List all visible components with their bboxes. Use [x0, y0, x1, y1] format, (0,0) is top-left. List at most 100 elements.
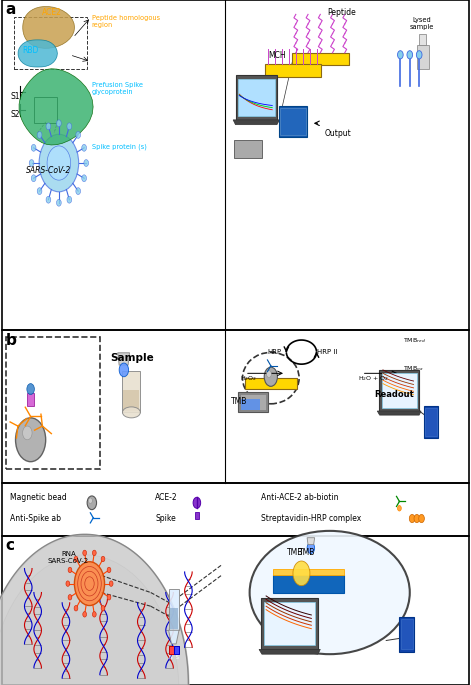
Bar: [273, 569, 344, 575]
Circle shape: [193, 497, 201, 508]
Bar: [27, 393, 34, 406]
Circle shape: [67, 197, 72, 203]
Bar: [169, 646, 174, 654]
Circle shape: [109, 581, 113, 586]
Circle shape: [74, 556, 78, 562]
Bar: [245, 378, 297, 389]
Text: Magnetic bead: Magnetic bead: [10, 493, 67, 502]
Bar: [195, 512, 199, 519]
Text: Sample: Sample: [111, 353, 154, 363]
Bar: [273, 575, 344, 593]
Circle shape: [68, 595, 72, 600]
Circle shape: [107, 595, 111, 600]
Bar: [14, 17, 87, 68]
Circle shape: [31, 175, 36, 182]
Text: TMB$_{red}$: TMB$_{red}$: [403, 336, 425, 345]
Bar: [238, 79, 275, 116]
Bar: [399, 616, 414, 652]
Circle shape: [267, 371, 271, 377]
Polygon shape: [169, 630, 179, 644]
Bar: [292, 53, 349, 65]
Circle shape: [67, 123, 72, 129]
Bar: [280, 108, 306, 135]
Circle shape: [92, 612, 96, 617]
Polygon shape: [307, 538, 315, 545]
Bar: [379, 370, 419, 411]
Circle shape: [57, 120, 61, 127]
Circle shape: [87, 496, 97, 510]
Circle shape: [76, 188, 81, 195]
Text: MCH: MCH: [268, 51, 286, 60]
Circle shape: [46, 197, 51, 203]
Text: b: b: [6, 333, 16, 348]
Text: Prefusion Spike
glycoprotein: Prefusion Spike glycoprotein: [92, 82, 143, 95]
Bar: [401, 619, 413, 649]
Bar: [240, 394, 266, 410]
Circle shape: [264, 367, 277, 386]
Bar: [238, 392, 268, 412]
Text: ACE-2: ACE-2: [155, 493, 178, 502]
Bar: [122, 371, 140, 412]
Text: a: a: [6, 2, 16, 17]
Text: S2: S2: [10, 110, 20, 119]
Circle shape: [89, 498, 92, 503]
Text: H$_2$O + O$_2$: H$_2$O + O$_2$: [358, 374, 389, 383]
Bar: [6, 337, 100, 469]
Text: S1: S1: [10, 92, 20, 101]
Bar: [241, 399, 260, 410]
Circle shape: [47, 146, 71, 180]
Text: RBD: RBD: [23, 46, 39, 55]
Circle shape: [31, 145, 36, 151]
Bar: [425, 408, 437, 436]
Circle shape: [23, 426, 32, 440]
Circle shape: [82, 145, 87, 151]
Text: N  S: N S: [169, 655, 179, 660]
Bar: [424, 406, 438, 438]
Circle shape: [414, 514, 420, 523]
Text: Peptide homologous
region: Peptide homologous region: [92, 15, 160, 28]
Text: c: c: [6, 538, 15, 553]
Circle shape: [82, 175, 87, 182]
Bar: [170, 608, 178, 629]
Polygon shape: [259, 649, 320, 654]
Bar: [169, 589, 179, 630]
Circle shape: [74, 562, 105, 606]
Bar: [2, 536, 469, 685]
Bar: [265, 64, 321, 77]
Text: Output: Output: [325, 129, 352, 138]
Circle shape: [416, 51, 422, 59]
Circle shape: [39, 134, 79, 192]
Text: TMB: TMB: [231, 397, 247, 406]
Bar: [2, 0, 469, 330]
Circle shape: [419, 514, 424, 523]
Circle shape: [84, 160, 89, 166]
Text: HRP: HRP: [267, 349, 281, 356]
Circle shape: [76, 132, 81, 138]
Text: Peptide: Peptide: [327, 8, 356, 16]
Circle shape: [46, 123, 51, 129]
Bar: [174, 646, 179, 654]
Bar: [34, 97, 57, 123]
Circle shape: [101, 606, 105, 611]
Text: HRP II: HRP II: [317, 349, 338, 356]
Circle shape: [74, 606, 78, 611]
Polygon shape: [19, 68, 93, 145]
Text: Readout: Readout: [374, 390, 414, 399]
Circle shape: [101, 556, 105, 562]
Circle shape: [66, 581, 70, 586]
Circle shape: [37, 188, 42, 195]
Circle shape: [107, 567, 111, 573]
Ellipse shape: [250, 531, 410, 654]
Circle shape: [407, 51, 413, 59]
Circle shape: [83, 550, 87, 556]
Circle shape: [57, 199, 61, 206]
Polygon shape: [377, 411, 421, 415]
Text: SARS-CoV-2: SARS-CoV-2: [26, 166, 71, 175]
Bar: [236, 75, 277, 120]
Bar: [382, 373, 417, 408]
Text: Anti-Spike ab: Anti-Spike ab: [10, 514, 61, 523]
Text: TMB: TMB: [299, 548, 316, 557]
Polygon shape: [18, 40, 57, 67]
Bar: [419, 34, 426, 45]
Circle shape: [92, 550, 96, 556]
